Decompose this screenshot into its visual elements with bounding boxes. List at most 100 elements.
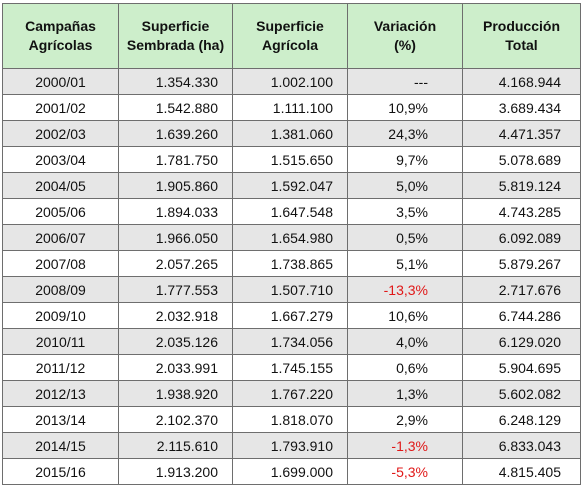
cell-campana: 2001/02	[2, 94, 119, 121]
header-variacion: Variación (%)	[347, 3, 463, 69]
cell-superficie-sembrada: 2.035.126	[118, 328, 233, 355]
header-line: (%)	[394, 37, 416, 53]
cell-superficie-sembrada: 1.777.553	[118, 276, 233, 303]
cell-superficie-agricola: 1.507.710	[232, 276, 348, 303]
header-line: Campañas	[25, 18, 96, 34]
table-row: 2001/02 1.542.880 1.111.100 10,9% 3.689.434	[2, 94, 581, 121]
cell-superficie-agricola: 1.002.100	[232, 68, 348, 95]
table-row: 2013/14 2.102.370 1.818.070 2,9% 6.248.129	[2, 406, 581, 433]
cell-superficie-sembrada: 2.115.610	[118, 432, 233, 459]
cell-superficie-agricola: 1.111.100	[232, 94, 348, 121]
cell-produccion: 4.471.357	[462, 120, 581, 147]
cell-campana: 2005/06	[2, 198, 119, 225]
cell-produccion: 6.129.020	[462, 328, 581, 355]
cell-variacion: 24,3%	[347, 120, 463, 147]
table-row: 2012/13 1.938.920 1.767.220 1,3% 5.602.082	[2, 380, 581, 407]
table-body: 2000/01 1.354.330 1.002.100 --- 4.168.944 200…	[2, 68, 581, 485]
cell-campana: 2002/03	[2, 120, 119, 147]
table-row: 2005/06 1.894.033 1.647.548 3,5% 4.743.285	[2, 198, 581, 225]
cell-campana: 2015/16	[2, 458, 119, 485]
cell-campana: 2004/05	[2, 172, 119, 199]
cell-variacion: -5,3%	[347, 458, 463, 485]
cell-variacion: 0,6%	[347, 354, 463, 381]
header-superficie-agricola: Superficie Agrícola	[232, 3, 348, 69]
cell-variacion: -13,3%	[347, 276, 463, 303]
cell-produccion: 2.717.676	[462, 276, 581, 303]
cell-superficie-agricola: 1.818.070	[232, 406, 348, 433]
header-row: Campañas Agrícolas Superficie Sembrada (ha…	[2, 3, 581, 69]
cell-campana: 2012/13	[2, 380, 119, 407]
header-line: Superficie	[256, 18, 324, 34]
cell-superficie-sembrada: 1.894.033	[118, 198, 233, 225]
table-header: Campañas Agrícolas Superficie Sembrada (ha…	[2, 3, 581, 69]
cell-superficie-agricola: 1.592.047	[232, 172, 348, 199]
cell-superficie-agricola: 1.699.000	[232, 458, 348, 485]
crop-data-table: Campañas Agrícolas Superficie Sembrada (ha…	[2, 3, 581, 485]
header-campanas: Campañas Agrícolas	[2, 3, 119, 69]
cell-superficie-sembrada: 1.639.260	[118, 120, 233, 147]
table-row: 2004/05 1.905.860 1.592.047 5,0% 5.819.124	[2, 172, 581, 199]
cell-variacion: 3,5%	[347, 198, 463, 225]
table-row: 2006/07 1.966.050 1.654.980 0,5% 6.092.089	[2, 224, 581, 251]
cell-campana: 2000/01	[2, 68, 119, 95]
cell-produccion: 4.168.944	[462, 68, 581, 95]
table-row: 2003/04 1.781.750 1.515.650 9,7% 5.078.689	[2, 146, 581, 173]
header-superficie-sembrada: Superficie Sembrada (ha)	[118, 3, 233, 69]
header-line: Superficie	[141, 18, 210, 34]
table-row: 2000/01 1.354.330 1.002.100 --- 4.168.944	[2, 68, 581, 95]
cell-produccion: 4.743.285	[462, 198, 581, 225]
cell-variacion: 2,9%	[347, 406, 463, 433]
header-line: Producción	[482, 18, 560, 34]
cell-produccion: 5.879.267	[462, 250, 581, 277]
cell-superficie-sembrada: 2.057.265	[118, 250, 233, 277]
cell-variacion: 10,6%	[347, 302, 463, 329]
cell-variacion: 5,1%	[347, 250, 463, 277]
cell-superficie-agricola: 1.767.220	[232, 380, 348, 407]
table-row: 2015/16 1.913.200 1.699.000 -5,3% 4.815.405	[2, 458, 581, 485]
cell-variacion: 10,9%	[347, 94, 463, 121]
cell-superficie-sembrada: 2.102.370	[118, 406, 233, 433]
cell-superficie-agricola: 1.381.060	[232, 120, 348, 147]
cell-variacion: 5,0%	[347, 172, 463, 199]
cell-produccion: 6.744.286	[462, 302, 581, 329]
cell-superficie-sembrada: 1.913.200	[118, 458, 233, 485]
table-row: 2008/09 1.777.553 1.507.710 -13,3% 2.717.676	[2, 276, 581, 303]
header-line: Agrícolas	[28, 37, 93, 53]
cell-produccion: 4.815.405	[462, 458, 581, 485]
cell-superficie-sembrada: 1.354.330	[118, 68, 233, 95]
header-line: Total	[505, 37, 538, 53]
cell-variacion: 4,0%	[347, 328, 463, 355]
header-line: Agrícola	[261, 37, 318, 53]
cell-superficie-agricola: 1.647.548	[232, 198, 348, 225]
cell-campana: 2013/14	[2, 406, 119, 433]
cell-campana: 2006/07	[2, 224, 119, 251]
cell-campana: 2009/10	[2, 302, 119, 329]
cell-superficie-agricola: 1.745.155	[232, 354, 348, 381]
table-row: 2007/08 2.057.265 1.738.865 5,1% 5.879.267	[2, 250, 581, 277]
cell-produccion: 3.689.434	[462, 94, 581, 121]
table-row: 2011/12 2.033.991 1.745.155 0,6% 5.904.695	[2, 354, 581, 381]
cell-superficie-agricola: 1.734.056	[232, 328, 348, 355]
cell-produccion: 5.078.689	[462, 146, 581, 173]
cell-produccion: 6.833.043	[462, 432, 581, 459]
header-produccion: Producción Total	[462, 3, 581, 69]
table-row: 2014/15 2.115.610 1.793.910 -1,3% 6.833.043	[2, 432, 581, 459]
cell-produccion: 6.248.129	[462, 406, 581, 433]
cell-superficie-sembrada: 1.938.920	[118, 380, 233, 407]
cell-produccion: 5.602.082	[462, 380, 581, 407]
cell-campana: 2014/15	[2, 432, 119, 459]
cell-superficie-sembrada: 1.905.860	[118, 172, 233, 199]
cell-superficie-sembrada: 1.542.880	[118, 94, 233, 121]
table-row: 2010/11 2.035.126 1.734.056 4,0% 6.129.020	[2, 328, 581, 355]
cell-superficie-agricola: 1.667.279	[232, 302, 348, 329]
cell-superficie-agricola: 1.515.650	[232, 146, 348, 173]
cell-superficie-agricola: 1.654.980	[232, 224, 348, 251]
cell-variacion: -1,3%	[347, 432, 463, 459]
cell-variacion: 9,7%	[347, 146, 463, 173]
cell-superficie-sembrada: 2.032.918	[118, 302, 233, 329]
cell-produccion: 5.819.124	[462, 172, 581, 199]
header-line: Variación	[373, 18, 437, 34]
cell-superficie-sembrada: 1.781.750	[118, 146, 233, 173]
cell-variacion: 1,3%	[347, 380, 463, 407]
cell-campana: 2007/08	[2, 250, 119, 277]
